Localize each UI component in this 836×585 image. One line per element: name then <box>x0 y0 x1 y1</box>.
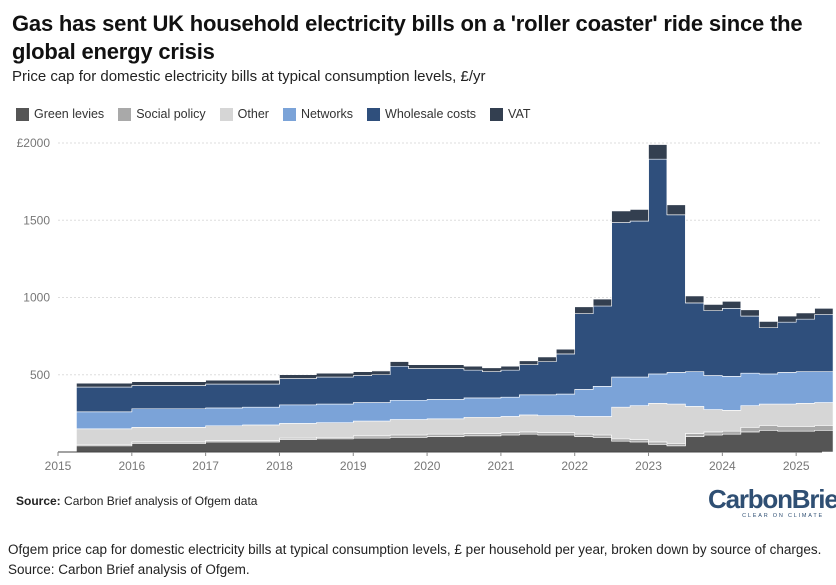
legend-label-green-levies: Green levies <box>34 107 105 121</box>
y-tick-label: 500 <box>30 368 50 382</box>
legend-swatch-green-levies <box>16 107 29 121</box>
legend-item-social-policy: Social policy <box>118 107 206 121</box>
area-wholesale-costs <box>76 158 834 413</box>
x-tick-label: 2025 <box>783 459 810 473</box>
legend-label-wholesale-costs: Wholesale costs <box>385 107 477 121</box>
y-tick-label: 1500 <box>23 213 50 227</box>
x-tick-label: 2022 <box>561 459 588 473</box>
legend-item-networks: Networks <box>282 107 354 121</box>
x-tick-label: 2017 <box>192 459 219 473</box>
source-label: Source: <box>16 494 61 508</box>
legend-swatch-wholesale-costs <box>367 107 381 121</box>
legend-label-networks: Networks <box>300 107 354 121</box>
source-text: Carbon Brief analysis of Ofgem data <box>64 494 258 508</box>
carbon-brief-logo: CarbonBrief CLEAR ON CLIMATE <box>708 484 836 522</box>
logo-tagline: CLEAR ON CLIMATE <box>742 513 824 519</box>
legend-item-green-levies: Green levies <box>16 107 104 121</box>
x-tick-label: 2015 <box>45 459 72 473</box>
x-tick-label: 2023 <box>635 459 662 473</box>
x-tick-label: 2024 <box>709 459 736 473</box>
stacked-area-chart: 500 1000 1500 £2000 2015 2016 2017 2018 2019 2020… <box>17 136 834 473</box>
legend-swatch-networks <box>282 107 296 121</box>
legend-swatch-vat <box>490 107 504 121</box>
legend: Green levies Social policy Other Network… <box>16 107 545 121</box>
source-note: Source: Carbon Brief analysis of Ofgem d… <box>16 494 257 508</box>
chart-subtitle: Price cap for domestic electricity bills… <box>12 68 486 85</box>
legend-label-other: Other <box>237 107 269 121</box>
x-tick-label: 2018 <box>266 459 293 473</box>
legend-label-vat: VAT <box>508 107 531 121</box>
legend-item-vat: VAT <box>490 107 531 121</box>
x-tick-label: 2020 <box>414 459 441 473</box>
figure-caption: Ofgem price cap for domestic electricity… <box>8 542 822 577</box>
legend-swatch-other <box>219 107 233 121</box>
y-tick-label: 1000 <box>23 291 50 305</box>
x-tick-label: 2016 <box>118 459 145 473</box>
legend-label-social-policy: Social policy <box>136 107 206 121</box>
legend-item-wholesale-costs: Wholesale costs <box>367 107 476 121</box>
x-tick-label: 2021 <box>488 459 515 473</box>
area-vat <box>76 144 834 388</box>
logo-wordmark: CarbonBrief <box>708 484 836 514</box>
x-tick-label: 2019 <box>340 459 367 473</box>
y-tick-label: £2000 <box>17 136 51 150</box>
chart-title: Gas has sent UK household electricity bi… <box>12 11 803 64</box>
legend-swatch-social-policy <box>118 107 132 121</box>
legend-item-other: Other <box>219 107 269 121</box>
